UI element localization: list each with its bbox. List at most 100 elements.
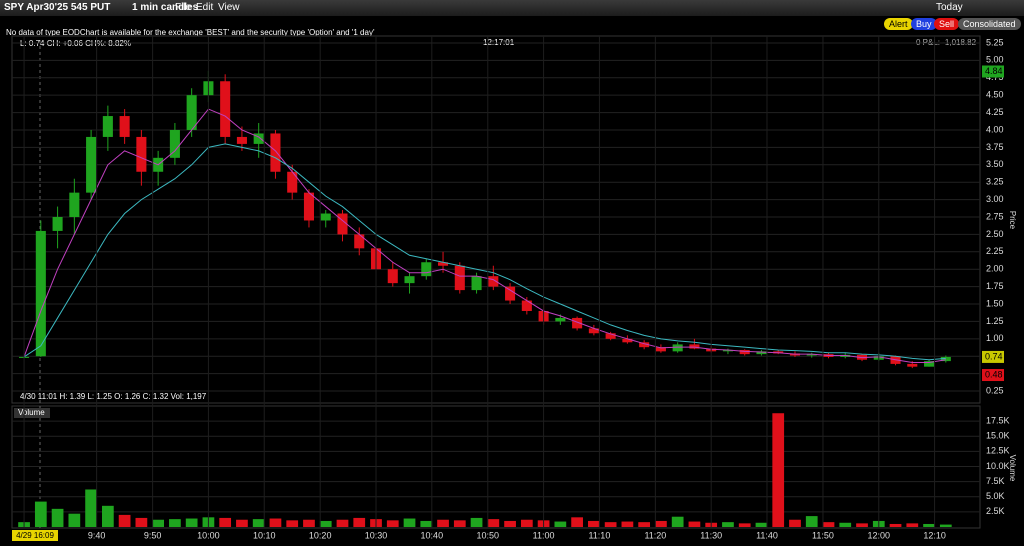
range[interactable]: Today xyxy=(936,2,963,13)
volume-bar xyxy=(822,522,835,527)
volume-bar xyxy=(420,520,433,527)
moving-average xyxy=(23,143,946,361)
y-tick-label: 1.75 xyxy=(986,281,1004,291)
y-tick-label: 3.25 xyxy=(986,177,1004,187)
volume-bar xyxy=(554,521,567,527)
price-tag-label: 0.74 xyxy=(985,351,1003,361)
candle-body xyxy=(320,213,331,221)
volume-bar xyxy=(655,520,667,527)
volume-bar xyxy=(34,501,47,527)
toolbar: SPY Apr30'25 545 PUT 1 min candles File … xyxy=(0,0,1024,16)
candle-body xyxy=(655,347,666,352)
candle-body xyxy=(35,230,46,357)
consolidated-button[interactable]: Consolidated xyxy=(958,18,1021,30)
candle-body xyxy=(622,338,633,343)
quote: L: 0.74 CH: +0.06 CH%: 8.82% xyxy=(20,39,131,48)
volume-bar xyxy=(470,517,483,527)
volume-bar xyxy=(772,413,785,527)
candle-body xyxy=(739,349,750,355)
moving-average xyxy=(23,108,946,363)
volume-bar xyxy=(621,521,634,527)
volume-bar xyxy=(152,519,165,527)
candle-body xyxy=(287,171,298,193)
volume-bar xyxy=(856,523,868,527)
volume-bar xyxy=(588,520,600,527)
y-tick-label: 3.75 xyxy=(986,142,1004,152)
candle-body xyxy=(253,133,264,144)
volume-bar xyxy=(386,520,399,527)
y-tick-label: 10.0K xyxy=(986,461,1010,471)
price-tag xyxy=(982,369,1004,382)
x-tick-label: 10:10 xyxy=(253,530,276,540)
candle-body xyxy=(907,363,918,367)
x-tick-label: 11:10 xyxy=(588,530,610,540)
volume-bar xyxy=(353,517,366,527)
volume-bar xyxy=(487,519,500,527)
y-tick-label: 1.50 xyxy=(986,298,1004,308)
y-tick-label: 2.00 xyxy=(986,264,1004,274)
y-tick-label: 3.00 xyxy=(986,194,1004,204)
ohlc-readout: 4/30 11:01 H: 1.39 L: 1.25 O: 1.26 C: 1.… xyxy=(20,392,207,401)
volume-bar xyxy=(185,518,198,527)
y-tick-label: 1.25 xyxy=(986,316,1004,326)
candle-body xyxy=(86,136,97,193)
volume-bar xyxy=(118,514,131,527)
volume-bar xyxy=(738,523,751,527)
volume-bar xyxy=(688,521,701,527)
price-axis-title: Price xyxy=(1008,211,1017,230)
volume-bar xyxy=(135,517,148,527)
volume-bar xyxy=(269,518,282,527)
y-tick-label: 1.00 xyxy=(986,333,1004,343)
volume-bar xyxy=(252,519,265,527)
volume-axis-title: Volume xyxy=(1008,455,1017,482)
candle-body xyxy=(940,356,951,362)
candle-body xyxy=(639,342,650,348)
y-tick-label: 0.25 xyxy=(986,385,1004,395)
y-tick-label: 4.25 xyxy=(986,107,1004,117)
symbol[interactable]: SPY Apr30'25 545 PUT xyxy=(4,2,111,13)
candle-body xyxy=(52,217,63,231)
volume-bar xyxy=(51,508,64,527)
volume-bar xyxy=(437,519,449,527)
x-tick-label: 9:40 xyxy=(88,530,106,540)
interval[interactable]: 1 min candles xyxy=(132,2,199,13)
y-tick-label: 7.5K xyxy=(986,476,1005,486)
menu-view[interactable]: View xyxy=(218,2,240,13)
candle-body xyxy=(806,354,817,356)
candle-body xyxy=(220,81,231,137)
sell-button[interactable]: Sell xyxy=(934,18,960,30)
candle-body xyxy=(169,129,180,158)
x-tick-label: 11:50 xyxy=(812,530,834,540)
x-tick-label: 11:30 xyxy=(700,530,722,540)
x-tick-label: 11:20 xyxy=(644,530,666,540)
volume-bar xyxy=(671,516,684,527)
candle-body xyxy=(924,361,935,367)
candle-body xyxy=(136,136,147,172)
candle-body xyxy=(119,116,130,137)
y-tick-label: 2.75 xyxy=(986,211,1004,221)
volume-bar xyxy=(236,519,248,527)
x-tick-label: 9:50 xyxy=(144,530,162,540)
volume-bar xyxy=(219,517,232,527)
volume-bar xyxy=(319,520,332,527)
notice: No data of type EODChart is available fo… xyxy=(6,28,375,37)
volume-bar xyxy=(303,519,315,527)
price-tag xyxy=(982,350,1004,363)
alert-button[interactable]: Alert xyxy=(884,18,913,30)
menu-edit[interactable]: Edit xyxy=(196,2,214,13)
candle-body xyxy=(438,262,449,266)
y-tick-label: 17.5K xyxy=(986,415,1010,425)
buy-button[interactable]: Buy xyxy=(911,18,937,30)
candle-body xyxy=(505,286,516,301)
candle-body xyxy=(756,351,767,355)
volume-bar xyxy=(755,522,768,527)
price-panel xyxy=(11,35,981,404)
price-tag xyxy=(982,65,1004,78)
x-tick-label: 10:40 xyxy=(421,530,444,540)
menu-file[interactable]: File xyxy=(175,2,192,13)
candle-body xyxy=(471,276,482,291)
volume-bar xyxy=(839,522,852,527)
candle-body xyxy=(337,213,348,235)
